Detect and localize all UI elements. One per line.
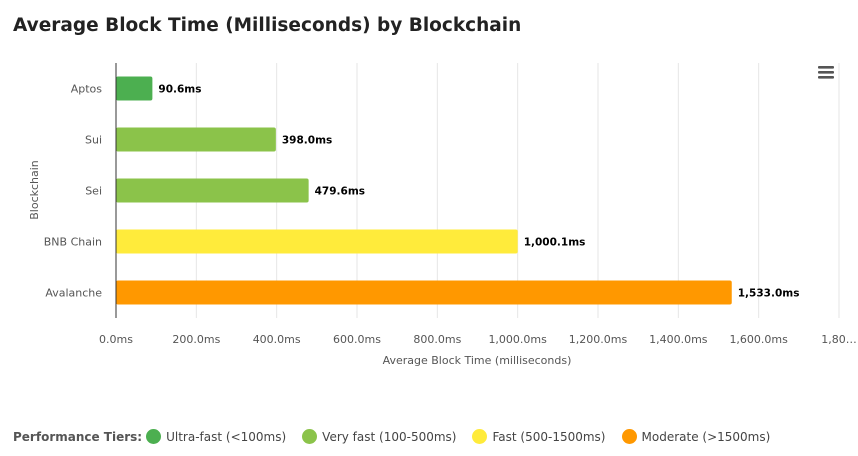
bars-group: 90.6ms 398.0ms 479.6ms 1,000.1ms 1,533.0ms [116,76,800,305]
legend-dot [302,429,318,444]
legend-label: Ultra-fast (<100ms) [166,429,287,444]
category-label: BNB Chain [44,236,102,249]
hamburger-menu-icon[interactable] [818,66,834,79]
legend-item-moderate[interactable]: Moderate (>1500ms) [621,429,771,444]
x-tick-label: 0.0ms [99,333,133,346]
legend-dot [621,429,637,444]
bar-value-label: 90.6ms [158,84,201,96]
legend-label: Very fast (100-500ms) [322,429,457,444]
bar-avalanche[interactable] [116,280,732,305]
bar-value-label: 479.6ms [315,186,365,198]
x-tick-label: 400.0ms [253,333,301,346]
bar-value-label: 1,000.1ms [524,237,586,249]
category-labels: Aptos Sui Sei BNB Chain Avalanche [44,83,103,300]
x-tick-labels: 0.0ms 200.0ms 400.0ms 600.0ms 800.0ms 1,000.0… [99,333,857,346]
legend-item-fast[interactable]: Fast (500-1500ms) [472,429,606,444]
legend-dot [472,429,488,444]
category-label: Sei [85,185,102,198]
x-tick-label: 1,80… [821,333,857,346]
legend-label: Fast (500-1500ms) [492,429,606,444]
x-tick-label: 600.0ms [333,333,381,346]
x-tick-label: 1,600.0ms [729,333,788,346]
legend-label: Moderate (>1500ms) [641,429,771,444]
x-axis-title: Average Block Time (milliseconds) [383,354,572,367]
x-tick-label: 1,200.0ms [569,333,628,346]
chart-title: Average Block Time (Milliseconds) by Blo… [13,15,522,36]
bar-chart: 90.6ms 398.0ms 479.6ms 1,000.1ms 1,533.0ms A… [28,63,857,367]
legend: Performance Tiers: Ultra-fast (<100ms) V… [13,429,786,444]
x-tick-label: 200.0ms [172,333,220,346]
bar-aptos[interactable] [116,76,153,101]
x-tick-label: 1,000.0ms [488,333,547,346]
bar-value-label: 398.0ms [282,135,332,147]
bar-sui[interactable] [116,127,276,152]
legend-item-ultra-fast[interactable]: Ultra-fast (<100ms) [146,429,286,444]
category-label: Avalanche [45,287,102,300]
legend-title: Performance Tiers: [13,429,143,444]
legend-item-very-fast[interactable]: Very fast (100-500ms) [302,429,456,444]
x-tick-label: 1,400.0ms [649,333,708,346]
category-label: Aptos [71,83,103,96]
x-tick-label: 800.0ms [413,333,461,346]
bar-sei[interactable] [116,178,309,203]
legend-dot [146,429,162,444]
y-axis-title: Blockchain [28,160,41,220]
bar-value-label: 1,533.0ms [738,288,800,300]
category-label: Sui [85,134,102,147]
bar-bnb-chain[interactable] [116,229,518,254]
